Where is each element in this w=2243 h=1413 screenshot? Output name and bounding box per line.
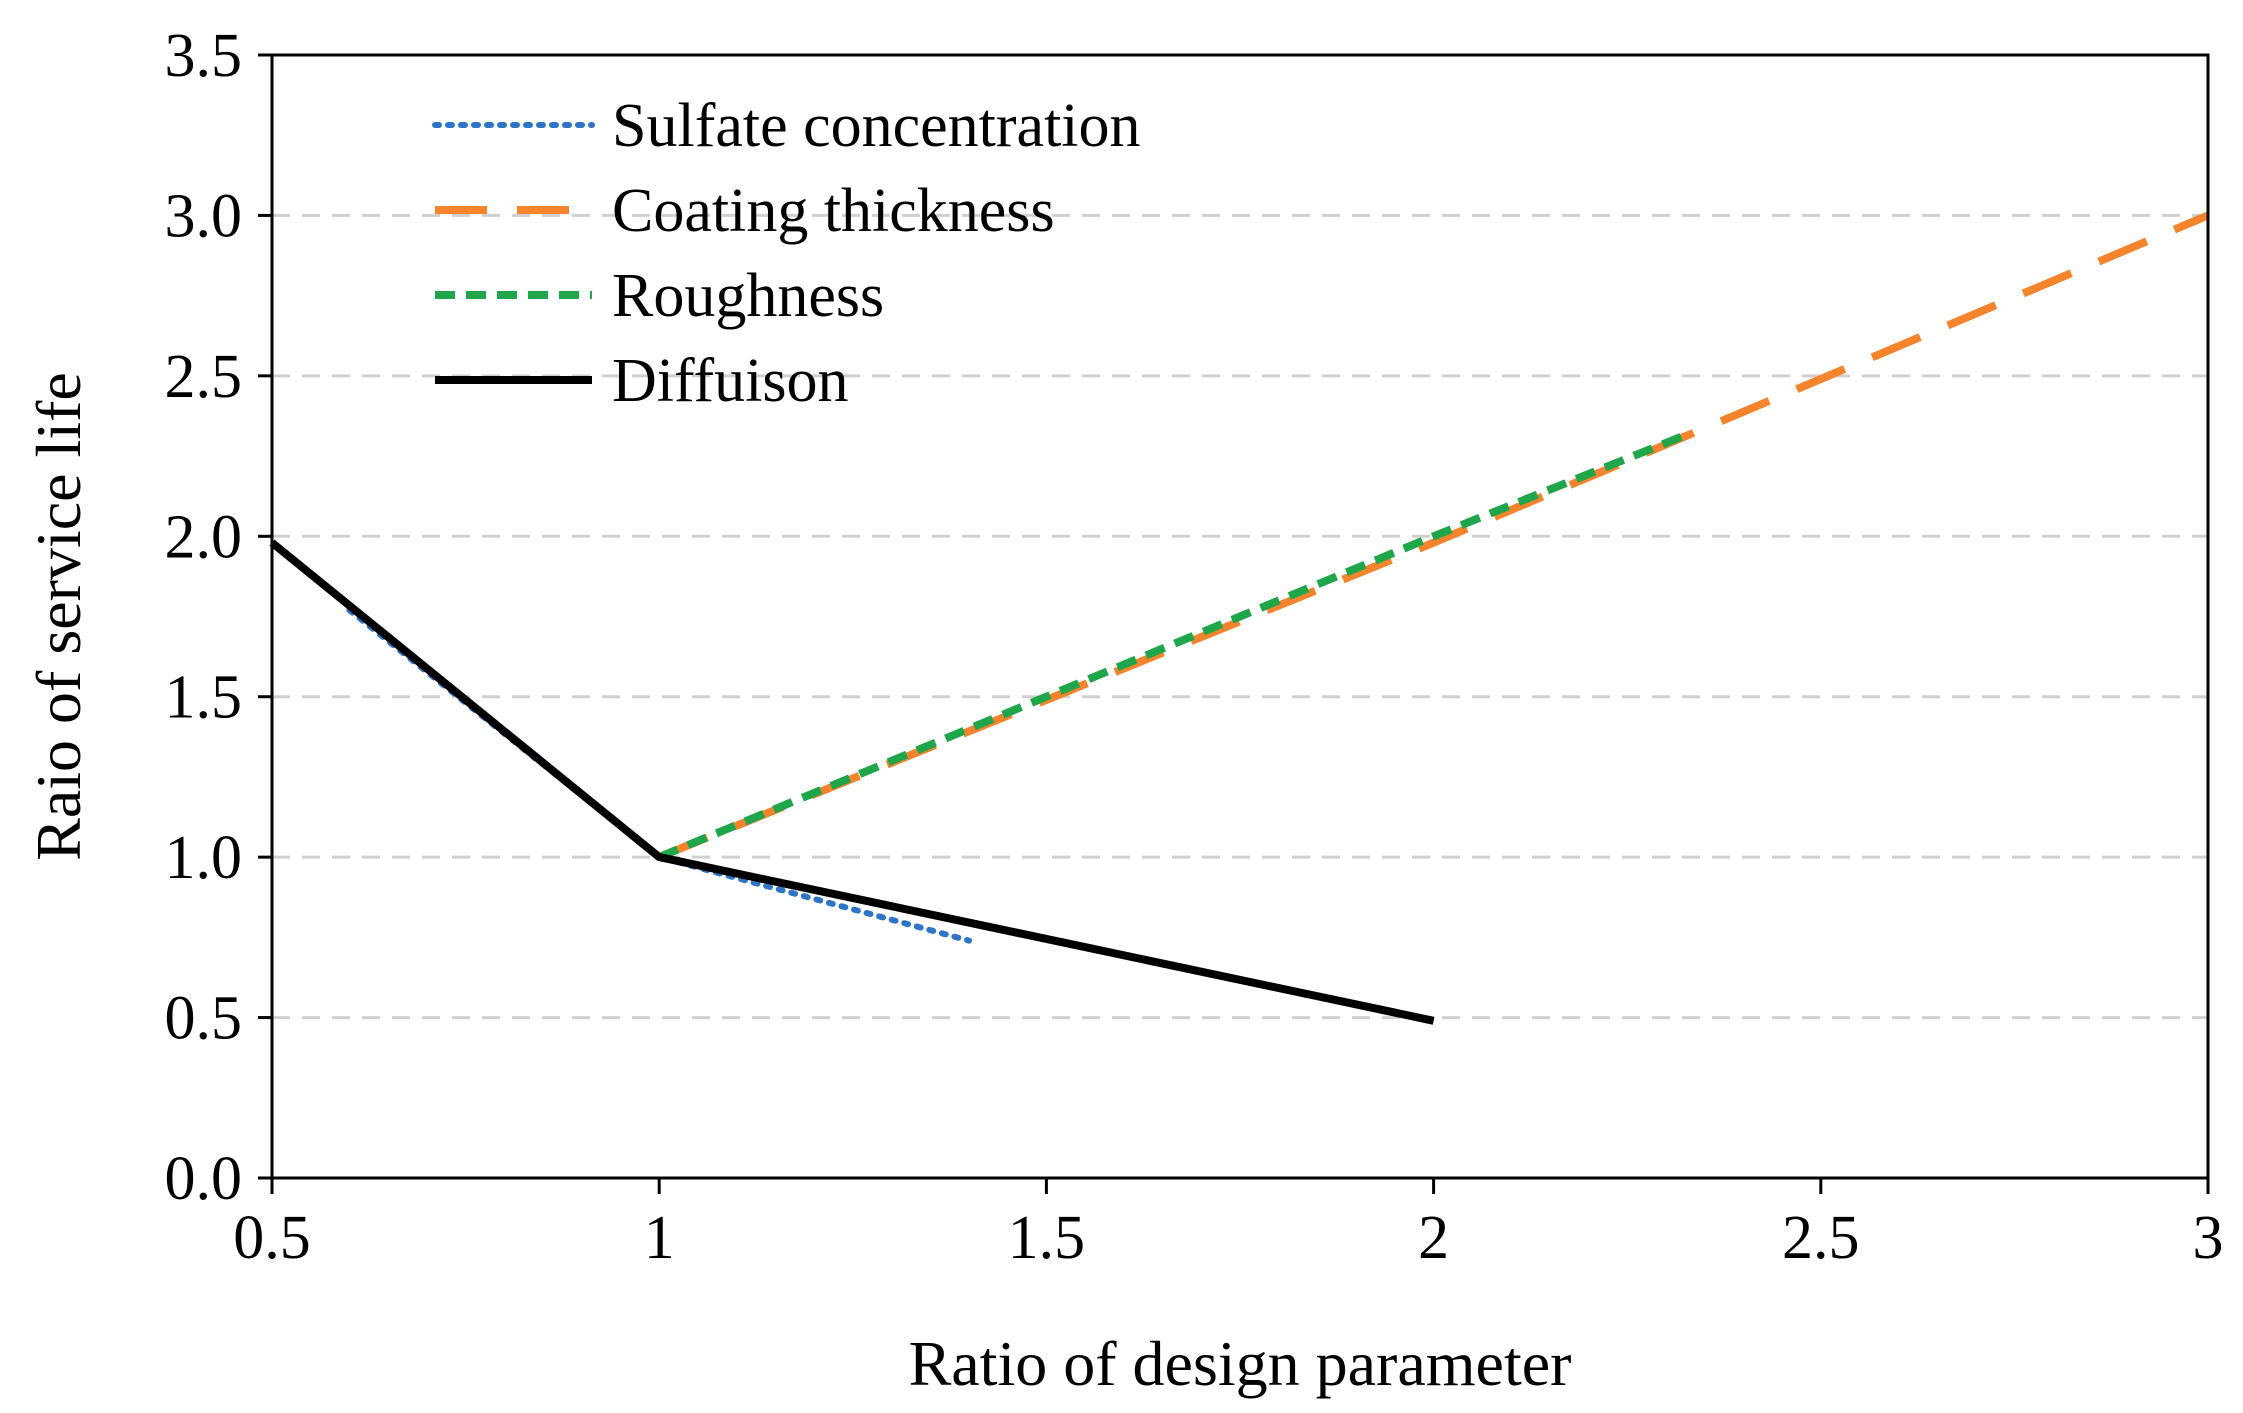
y-tick-label: 1.0 [165,824,243,892]
y-tick-label: 0.5 [165,985,243,1053]
x-tick-label: 1.5 [1008,1204,1086,1272]
legend-label: Roughness [612,262,884,330]
y-tick-label: 3.0 [165,182,243,250]
x-tick-label: 0.5 [233,1204,311,1272]
legend-label: Diffuison [612,347,849,415]
series-line-coating-thickness [657,211,2210,861]
y-tick-label: 2.5 [165,343,243,411]
x-tick-label: 3 [2193,1204,2224,1272]
series-line-sulfate-concentration [346,607,972,944]
series-line-roughness [657,429,1691,861]
x-tick-label: 2 [1418,1204,1449,1272]
y-tick-label: 2.0 [165,503,243,571]
gridlines [272,213,2208,1020]
legend-item: Roughness [435,262,884,330]
legend-item: Sulfate concentration [432,92,1141,160]
x-tick-label: 2.5 [1782,1204,1860,1272]
series-lines [269,211,2210,1025]
x-axis-ticks: 0.5 1 1.5 2 2.5 3 [233,1178,2224,1272]
x-axis-title: Ratio of design parameter [909,1328,1572,1399]
legend: Sulfate concentration Coating thickness Ro… [432,92,1141,415]
legend-item: Coating thickness [435,177,1055,245]
y-tick-label: 1.5 [165,664,243,732]
y-axis-ticks: 0.0 0.5 1.0 1.5 2.0 2.5 3.0 3.5 [165,22,272,1213]
y-tick-label: 3.5 [165,22,243,90]
x-tick-label: 1 [644,1204,675,1272]
series-line-diffuison [269,539,1435,1025]
legend-label: Sulfate concentration [612,92,1141,160]
legend-label: Coating thickness [612,177,1055,245]
y-tick-label: 0.0 [165,1145,243,1213]
legend-item: Diffuison [435,347,849,415]
y-axis-title: Raio of service life [23,372,94,861]
plot-frame [270,53,2210,1180]
